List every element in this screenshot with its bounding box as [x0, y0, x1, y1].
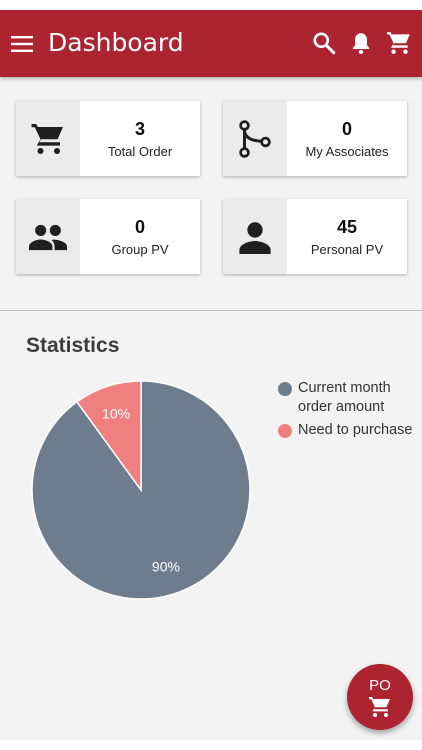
statistics-title: Statistics: [26, 334, 120, 357]
pie-slice-label-1: 10%: [102, 405, 130, 421]
pie-slice-1: [75, 380, 142, 493]
network-icon: [239, 119, 271, 158]
card-icon-box: [16, 199, 80, 274]
my-associates-card[interactable]: 0 My Associates: [223, 101, 407, 176]
legend-swatch: [278, 382, 292, 396]
person-icon: [239, 221, 271, 254]
search-icon[interactable]: [311, 30, 337, 56]
cart-icon: [31, 123, 63, 154]
card-label: Group PV: [111, 242, 169, 257]
card-label: Total Order: [107, 144, 173, 159]
nav-bar: [0, 740, 422, 750]
section-divider: [0, 310, 422, 311]
card-value: 0: [134, 217, 145, 237]
legend-item-current-month: Current month order amount: [278, 379, 418, 421]
cart-icon: [369, 697, 390, 717]
card-icon-box: [223, 101, 287, 176]
statistics-pie-chart: 90% 10%: [31, 380, 251, 600]
page-title: Dashboard: [48, 28, 184, 57]
card-value: 0: [341, 119, 352, 139]
status-bar: [0, 0, 422, 10]
pie-slice-0: [31, 380, 251, 600]
purchase-order-fab[interactable]: PO: [347, 664, 413, 730]
fab-label: PO: [369, 677, 391, 694]
legend-swatch: [278, 424, 292, 438]
card-icon-box: [223, 199, 287, 274]
bell-icon[interactable]: [348, 30, 374, 56]
legend-item-need-to-purchase: Need to purchase: [278, 421, 418, 463]
menu-icon[interactable]: [10, 32, 34, 56]
card-label: Personal PV: [310, 242, 384, 257]
group-pv-card[interactable]: 0 Group PV: [16, 199, 200, 274]
pie-slice-label-0: 90%: [152, 559, 180, 575]
legend-label: Current month order amount: [298, 380, 391, 415]
total-order-card[interactable]: 3 Total Order: [16, 101, 200, 176]
group-icon: [29, 224, 67, 250]
card-value: 45: [336, 217, 358, 237]
legend-label: Need to purchase: [298, 422, 413, 438]
cart-icon[interactable]: [386, 30, 412, 56]
app-bar: Dashboard: [0, 10, 422, 77]
card-icon-box: [16, 101, 80, 176]
personal-pv-card[interactable]: 45 Personal PV: [223, 199, 407, 274]
card-value: 3: [134, 119, 145, 139]
card-label: My Associates: [305, 144, 389, 159]
